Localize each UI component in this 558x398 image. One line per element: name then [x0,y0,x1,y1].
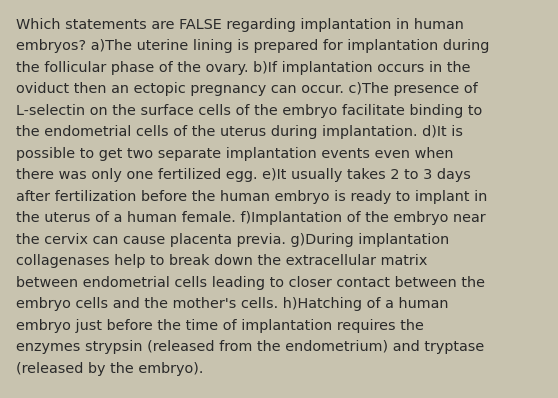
Text: the endometrial cells of the uterus during implantation. d)It is: the endometrial cells of the uterus duri… [16,125,463,139]
Text: L-selectin on the surface cells of the embryo facilitate binding to: L-selectin on the surface cells of the e… [16,104,482,118]
Text: embryo cells and the mother's cells. h)Hatching of a human: embryo cells and the mother's cells. h)H… [16,297,448,311]
Text: after fertilization before the human embryo is ready to implant in: after fertilization before the human emb… [16,190,487,204]
Text: the cervix can cause placenta previa. g)During implantation: the cervix can cause placenta previa. g)… [16,233,449,247]
Text: the uterus of a human female. f)Implantation of the embryo near: the uterus of a human female. f)Implanta… [16,211,485,225]
Text: embryo just before the time of implantation requires the: embryo just before the time of implantat… [16,319,424,333]
Text: between endometrial cells leading to closer contact between the: between endometrial cells leading to clo… [16,276,485,290]
Text: oviduct then an ectopic pregnancy can occur. c)The presence of: oviduct then an ectopic pregnancy can oc… [16,82,478,96]
Text: possible to get two separate implantation events even when: possible to get two separate implantatio… [16,147,453,161]
Text: Which statements are FALSE regarding implantation in human: Which statements are FALSE regarding imp… [16,18,464,32]
Text: collagenases help to break down the extracellular matrix: collagenases help to break down the extr… [16,254,427,268]
Text: (released by the embryo).: (released by the embryo). [16,362,203,376]
Text: embryos? a)The uterine lining is prepared for implantation during: embryos? a)The uterine lining is prepare… [16,39,489,53]
Text: there was only one fertilized egg. e)It usually takes 2 to 3 days: there was only one fertilized egg. e)It … [16,168,470,182]
Text: the follicular phase of the ovary. b)If implantation occurs in the: the follicular phase of the ovary. b)If … [16,61,470,75]
Text: enzymes strypsin (released from the endometrium) and tryptase: enzymes strypsin (released from the endo… [16,340,484,354]
